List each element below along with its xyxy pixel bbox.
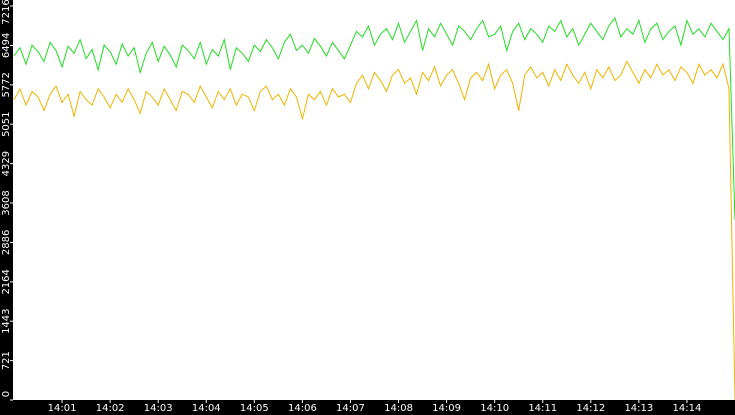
y-tick-label: 2886: [1, 230, 12, 255]
y-tick-label: 5772: [1, 72, 12, 97]
y-tick-label: 7216: [1, 0, 12, 25]
x-tick-label: 14:01: [48, 403, 77, 414]
x-tick-label: 14:13: [624, 403, 653, 414]
series-line: [13, 16, 735, 220]
x-tick-label: 14:10: [480, 403, 509, 414]
x-tick-label: 14:12: [576, 403, 605, 414]
y-axis-band: [0, 0, 13, 415]
x-tick-label: 14:03: [144, 403, 173, 414]
y-tick-label: 5051: [1, 111, 12, 136]
y-tick-label: 4329: [1, 151, 12, 176]
x-tick-label: 14:02: [96, 403, 125, 414]
y-tick-label: 3608: [1, 190, 12, 215]
x-tick-label: 14:09: [432, 403, 461, 414]
x-tick-label: 14:14: [673, 403, 702, 414]
y-tick-label: 0: [1, 391, 12, 397]
x-axis-band: [0, 400, 735, 415]
x-tick-label: 14:04: [192, 403, 221, 414]
x-tick-label: 14:05: [240, 403, 269, 414]
y-tick-label: 1443: [1, 308, 12, 333]
x-tick-label: 14:07: [336, 403, 365, 414]
x-tick-label: 14:08: [384, 403, 413, 414]
x-tick-label: 14:06: [288, 403, 317, 414]
x-tick-label: 14:11: [528, 403, 557, 414]
y-tick-label: 721: [1, 351, 12, 370]
y-tick-label: 6494: [1, 33, 12, 58]
y-tick-label: 2164: [1, 269, 12, 294]
series-line: [13, 60, 735, 401]
